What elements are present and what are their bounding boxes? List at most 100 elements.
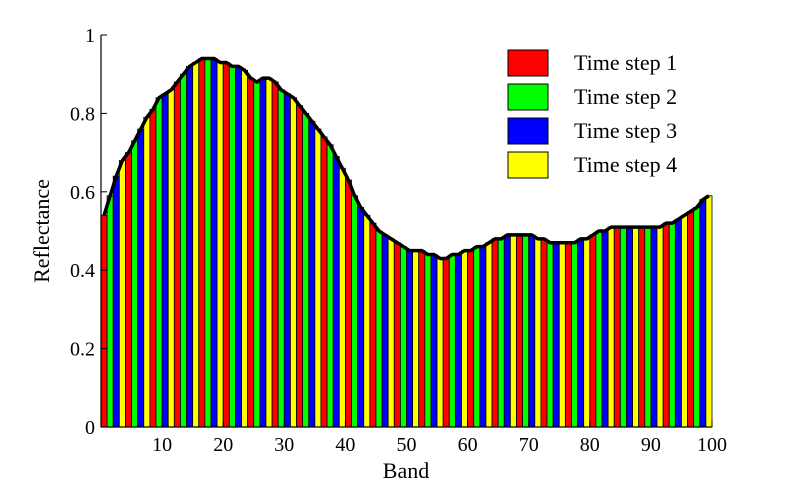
x-axis-title: Band: [383, 458, 429, 483]
x-tick-label-80: 80: [580, 434, 600, 456]
legend-swatch-2: [507, 83, 549, 111]
bar-band-32: [290, 97, 297, 428]
bar-band-85: [613, 226, 621, 428]
bar-band-29: [271, 81, 279, 428]
bar-band-10: [155, 97, 163, 428]
bar-band-23: [235, 65, 242, 428]
legend-label-3: Time step 3: [574, 118, 677, 143]
y-tick-label-0.6: 0.6: [70, 182, 95, 204]
bar-band-63: [479, 246, 487, 428]
legend-label-2: Time step 2: [574, 84, 677, 109]
bar-band-47: [381, 234, 389, 428]
bar-band-30: [277, 89, 285, 428]
legend-swatch-1: [507, 49, 549, 77]
bar-band-41: [344, 179, 352, 428]
bar-band-15: [186, 65, 194, 428]
bar-band-7: [137, 128, 145, 428]
bar-band-3: [112, 175, 120, 428]
bar-band-9: [149, 109, 157, 428]
bar-band-66: [497, 238, 505, 428]
legend-label-4: Time step 4: [574, 152, 677, 177]
bar-band-88: [632, 226, 640, 428]
ticks: 0 0.2 0.4 0.6 0.8 1 10 20 30 40 50 60 70 80 90 100: [70, 25, 727, 456]
bar-band-96: [681, 214, 688, 428]
y-axis-title: Reflectance: [29, 179, 54, 283]
bar-band-55: [430, 254, 438, 428]
bar-band-74: [546, 242, 554, 428]
x-tick-label-60: 60: [458, 434, 478, 456]
bar-band-68: [509, 234, 517, 428]
bar-band-91: [650, 226, 658, 428]
legend-label-1: Time step 1: [574, 50, 677, 75]
bar-band-97: [687, 210, 695, 428]
x-tick-label-20: 20: [213, 434, 233, 456]
bar-band-60: [461, 250, 468, 428]
bar-band-17: [198, 58, 206, 428]
x-tick-label-30: 30: [274, 434, 294, 456]
bar-band-54: [424, 254, 432, 428]
bar-band-51: [406, 250, 414, 428]
bar-band-56: [436, 258, 444, 428]
bar-band-24: [241, 69, 249, 428]
bar-band-70: [522, 234, 530, 428]
bar-band-58: [448, 254, 456, 428]
bar-band-40: [338, 167, 346, 428]
bar-band-43: [357, 207, 365, 428]
bar-band-99: [699, 199, 707, 428]
bar-band-25: [247, 77, 255, 428]
bar-band-18: [204, 58, 212, 428]
bar-band-67: [503, 234, 511, 428]
bar-band-79: [577, 238, 585, 428]
bar-band-33: [296, 105, 304, 428]
bar-band-6: [131, 140, 139, 428]
y-tick-label-0.2: 0.2: [70, 339, 95, 361]
bar-band-94: [668, 222, 676, 428]
y-tick-label-0: 0: [85, 417, 95, 439]
bar-band-26: [253, 81, 261, 428]
bar-band-20: [216, 62, 224, 428]
bar-band-39: [332, 156, 340, 428]
bar-band-92: [656, 226, 664, 428]
bar-band-62: [473, 246, 481, 428]
bar-band-1: [100, 214, 108, 428]
bar-band-13: [173, 81, 181, 428]
legend-swatch-3: [507, 117, 549, 145]
bar-band-73: [540, 238, 548, 428]
bar-band-84: [607, 226, 615, 428]
x-tick-label-90: 90: [641, 434, 661, 456]
bar-band-48: [387, 238, 395, 428]
bar-band-59: [454, 254, 462, 428]
x-tick-label-40: 40: [335, 434, 355, 456]
bar-band-19: [210, 58, 218, 428]
bars-layer: [100, 58, 713, 428]
bar-band-72: [534, 238, 542, 428]
bar-band-42: [351, 195, 359, 428]
bar-band-71: [528, 234, 536, 428]
bar-band-45: [369, 222, 377, 428]
bar-band-4: [118, 160, 126, 428]
x-tick-label-10: 10: [152, 434, 172, 456]
x-tick-label-70: 70: [519, 434, 539, 456]
x-tick-label-100: 100: [697, 434, 727, 456]
bar-band-36: [314, 128, 322, 428]
reflectance-envelope-line: [102, 56, 710, 261]
bar-band-65: [491, 238, 499, 428]
bar-band-16: [192, 62, 200, 428]
bar-band-14: [180, 73, 187, 428]
bar-band-44: [363, 214, 371, 428]
bar-band-37: [320, 136, 328, 428]
bar-band-86: [619, 226, 627, 428]
legend: Time step 1 Time step 2 Time step 3 Time st…: [507, 49, 677, 179]
bar-band-35: [308, 120, 316, 428]
bar-band-34: [302, 113, 310, 428]
bar-band-61: [467, 250, 475, 428]
bar-band-98: [693, 207, 701, 428]
bar-band-52: [412, 250, 420, 428]
bar-band-100: [705, 195, 713, 428]
y-tick-label-1: 1: [85, 25, 95, 47]
bar-band-89: [638, 226, 646, 428]
y-tick-label-0.4: 0.4: [70, 260, 95, 282]
bar-band-93: [662, 222, 670, 428]
bar-band-69: [516, 234, 523, 428]
